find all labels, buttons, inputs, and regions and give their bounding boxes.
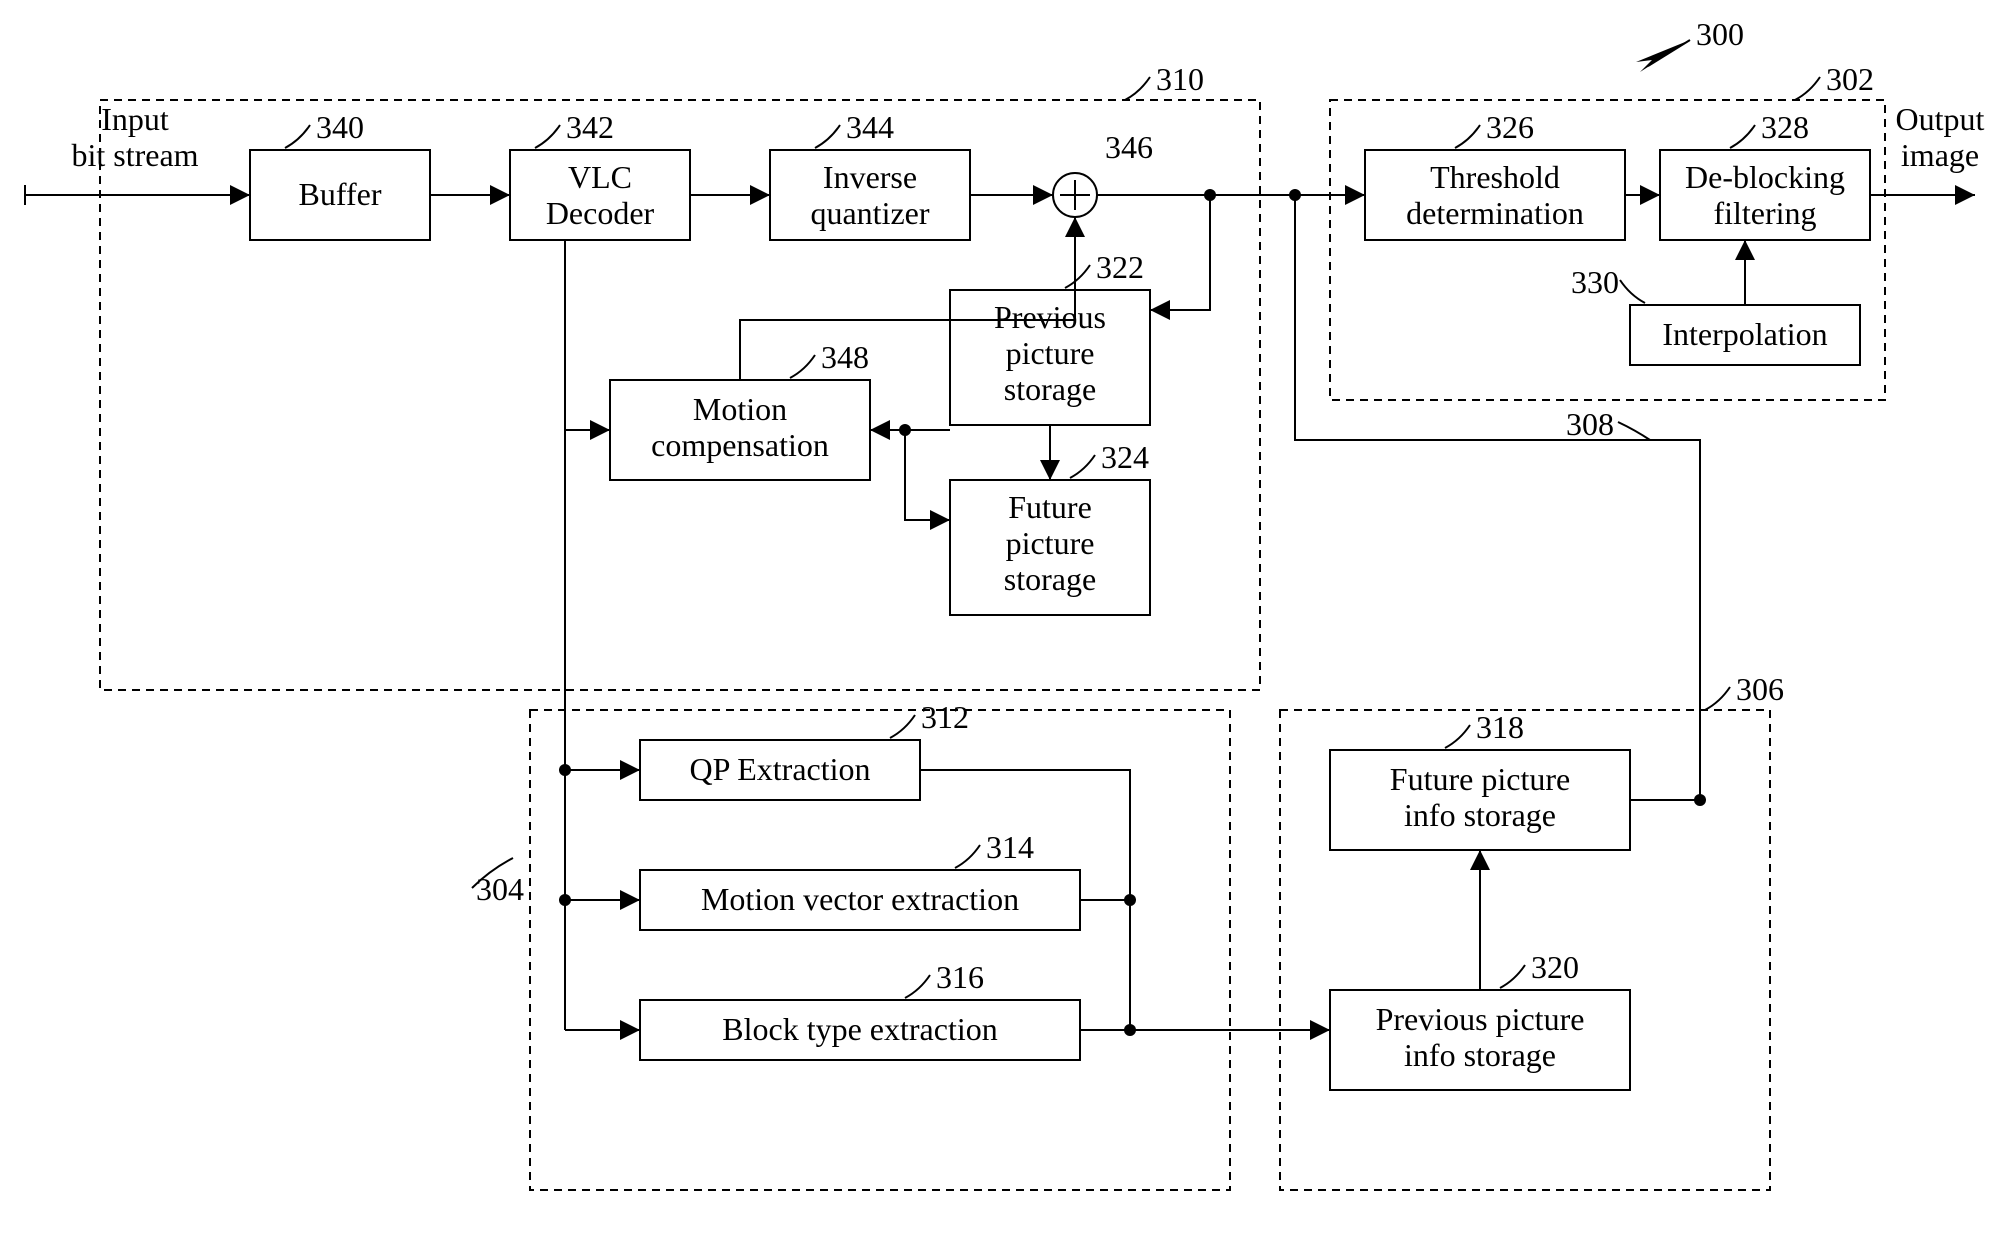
ref-300: 300	[1696, 16, 1744, 52]
ref-346: 346	[1105, 129, 1153, 165]
label-mc1: Motion	[693, 391, 787, 427]
label-db2: filtering	[1713, 195, 1816, 231]
ref-304: 304	[476, 871, 524, 907]
label-bt: Block type extraction	[722, 1011, 997, 1047]
label-th2: determination	[1406, 195, 1584, 231]
ref-318: 318	[1476, 709, 1524, 745]
ref-310: 310	[1156, 61, 1204, 97]
diagram-canvas: Buffer VLC Decoder Inverse quantizer Pre…	[0, 0, 2006, 1240]
ref-320: 320	[1531, 949, 1579, 985]
label-buffer: Buffer	[299, 176, 382, 212]
label-fis2: info storage	[1404, 797, 1556, 833]
label-pis1: Previous picture	[1376, 1001, 1585, 1037]
label-fps3: storage	[1004, 561, 1096, 597]
ref-312: 312	[921, 699, 969, 735]
label-vlc1: VLC	[568, 159, 632, 195]
ref-322: 322	[1096, 249, 1144, 285]
label-iq2: quantizer	[810, 195, 929, 231]
ref-324: 324	[1101, 439, 1149, 475]
ref-308: 308	[1566, 406, 1614, 442]
label-pps3: storage	[1004, 371, 1096, 407]
label-pis2: info storage	[1404, 1037, 1556, 1073]
ref-344: 344	[846, 109, 894, 145]
ref-302: 302	[1826, 61, 1874, 97]
ref-340: 340	[316, 109, 364, 145]
ref-328: 328	[1761, 109, 1809, 145]
ref-342: 342	[566, 109, 614, 145]
label-db1: De-blocking	[1685, 159, 1845, 195]
label-output-2: image	[1901, 137, 1979, 173]
label-output-1: Output	[1896, 101, 1985, 137]
label-fis1: Future picture	[1390, 761, 1570, 797]
label-pps2: picture	[1006, 335, 1095, 371]
label-fps1: Future	[1008, 489, 1092, 525]
ref-326: 326	[1486, 109, 1534, 145]
label-interp: Interpolation	[1662, 316, 1827, 352]
ref-306: 306	[1736, 671, 1784, 707]
ref-330: 330	[1571, 264, 1619, 300]
label-mv: Motion vector extraction	[701, 881, 1019, 917]
label-th1: Threshold	[1430, 159, 1560, 195]
label-iq1: Inverse	[823, 159, 917, 195]
ref-316: 316	[936, 959, 984, 995]
label-pps1: Previous	[994, 299, 1106, 335]
label-fps2: picture	[1006, 525, 1095, 561]
label-vlc2: Decoder	[546, 195, 655, 231]
ref-348: 348	[821, 339, 869, 375]
label-input-1: Input	[101, 101, 169, 137]
ref-314: 314	[986, 829, 1034, 865]
label-qp: QP Extraction	[690, 751, 871, 787]
label-mc2: compensation	[651, 427, 829, 463]
label-input-2: bit stream	[71, 137, 198, 173]
